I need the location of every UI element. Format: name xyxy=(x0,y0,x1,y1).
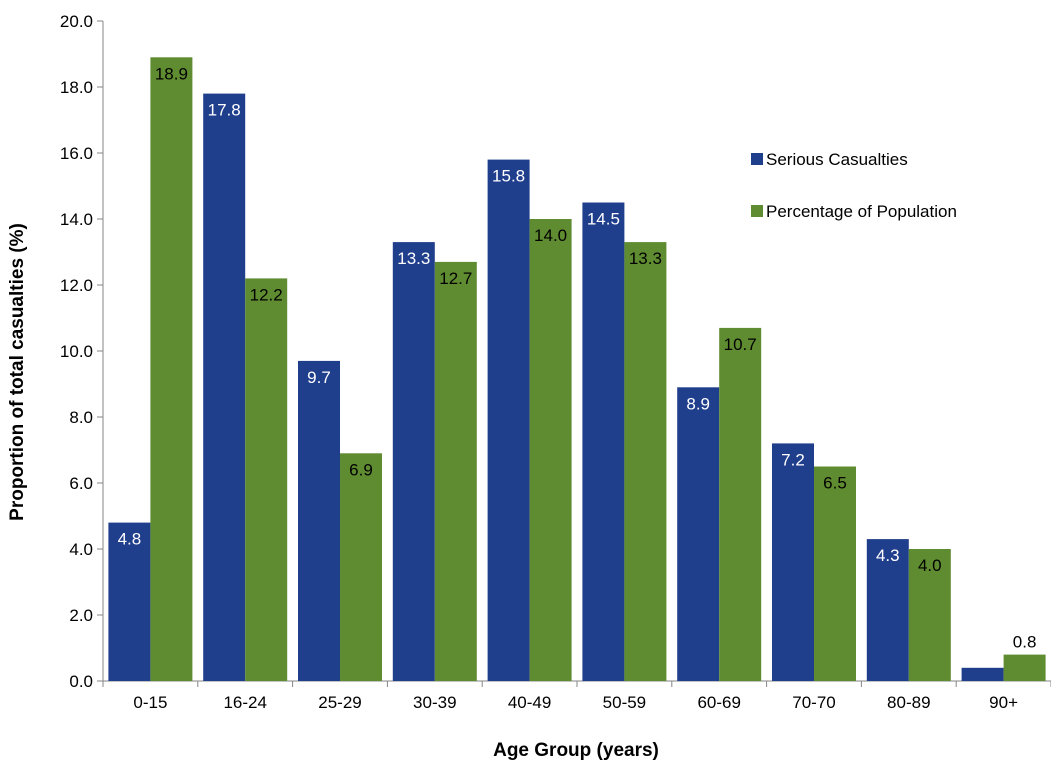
y-tick-label: 8.0 xyxy=(69,408,93,427)
x-tick-label: 50-59 xyxy=(603,693,646,712)
data-label: 18.9 xyxy=(155,64,188,83)
x-tick-label: 0-15 xyxy=(133,693,167,712)
x-tick-label: 25-29 xyxy=(318,693,361,712)
data-label: 14.0 xyxy=(534,226,567,245)
bar-percentage-of-population-50-59 xyxy=(624,242,667,681)
data-label: 6.5 xyxy=(823,474,847,493)
data-label: 4.8 xyxy=(118,530,142,549)
data-label: 4.0 xyxy=(918,556,942,575)
bar-percentage-of-population-0-15 xyxy=(150,57,193,682)
x-tick-label: 40-49 xyxy=(508,693,551,712)
legend-label: Percentage of Population xyxy=(766,202,957,221)
bar-serious-casualties-40-49 xyxy=(487,159,530,682)
bar-percentage-of-population-30-39 xyxy=(434,261,477,681)
bar-serious-casualties-90+ xyxy=(961,667,1004,681)
data-label: 12.7 xyxy=(439,269,472,288)
data-label: 9.7 xyxy=(307,368,331,387)
data-label: 4.3 xyxy=(876,546,900,565)
data-label: 8.9 xyxy=(686,394,710,413)
data-label: 0.8 xyxy=(1013,633,1037,652)
bar-serious-casualties-70-70 xyxy=(772,443,814,681)
x-tick-label: 70-70 xyxy=(792,693,835,712)
bar-serious-casualties-80-89 xyxy=(866,539,909,681)
bar-serious-casualties-0-15 xyxy=(108,522,151,681)
data-label: 7.2 xyxy=(781,450,805,469)
y-axis: 0.0 2.0 4.0 6.0 8.0 10.0 12.0 14.0 16.0 18.0 20.0 xyxy=(60,12,104,691)
legend-swatch xyxy=(751,153,763,165)
bar-serious-casualties-50-59 xyxy=(582,202,625,681)
x-tick-label: 80-89 xyxy=(887,693,930,712)
x-axis: 0-15 16-24 25-29 30-39 40-49 50-59 60-69 70-70 8… xyxy=(102,680,1051,712)
y-tick-label: 6.0 xyxy=(69,474,93,493)
y-tick-label: 20.0 xyxy=(60,12,93,31)
y-tick-label: 18.0 xyxy=(60,78,93,97)
bar-percentage-of-population-25-29 xyxy=(340,453,382,681)
legend-label: Serious Casualties xyxy=(766,150,908,169)
data-labels: 4.8 17.8 9.7 13.3 15.8 14.5 8.9 7.2 4.3 18.9 12.2 6… xyxy=(118,64,1037,651)
x-tick-label: 30-39 xyxy=(413,693,456,712)
bar-percentage-of-population-40-49 xyxy=(529,219,572,681)
bar-percentage-of-population-80-89 xyxy=(908,549,951,681)
data-label: 12.2 xyxy=(250,285,283,304)
y-tick-label: 4.0 xyxy=(69,540,93,559)
y-tick-label: 12.0 xyxy=(60,276,93,295)
bar-serious-casualties-16-24 xyxy=(203,93,246,682)
bar-percentage-of-population-60-69 xyxy=(719,327,762,681)
legend: Serious Casualties Percentage of Populati… xyxy=(751,150,957,221)
bars xyxy=(108,57,1046,682)
data-label: 13.3 xyxy=(397,249,430,268)
data-label: 15.8 xyxy=(492,167,525,186)
bar-serious-casualties-60-69 xyxy=(677,387,720,681)
bar-serious-casualties-25-29 xyxy=(298,360,340,681)
legend-swatch xyxy=(751,205,763,217)
y-tick-label: 2.0 xyxy=(69,606,93,625)
y-axis-title: Proportion of total casualties (%) xyxy=(7,223,28,521)
x-tick-label: 16-24 xyxy=(223,693,266,712)
x-axis-title: Age Group (years) xyxy=(493,740,659,761)
y-tick-label: 0.0 xyxy=(69,672,93,691)
y-tick-label: 16.0 xyxy=(60,144,93,163)
data-label: 17.8 xyxy=(208,101,241,120)
data-label: 6.9 xyxy=(349,460,373,479)
y-tick-label: 14.0 xyxy=(60,210,93,229)
x-tick-label: 60-69 xyxy=(697,693,740,712)
data-label: 14.5 xyxy=(587,210,620,229)
bar-percentage-of-population-16-24 xyxy=(245,278,288,681)
y-tick-label: 10.0 xyxy=(60,342,93,361)
data-label: 10.7 xyxy=(724,335,757,354)
bar-serious-casualties-30-39 xyxy=(392,242,435,681)
bar-percentage-of-population-90+ xyxy=(1003,654,1046,681)
bar-percentage-of-population-70-70 xyxy=(814,466,856,681)
x-tick-label: 90+ xyxy=(989,693,1018,712)
data-label: 13.3 xyxy=(629,249,662,268)
